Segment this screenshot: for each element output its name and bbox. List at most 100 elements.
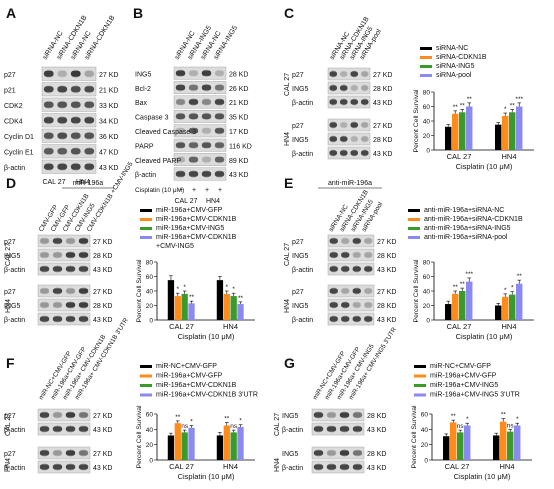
blot-strip [327,81,371,95]
blot-kd-label: 28 KD [377,253,396,260]
legend-label: miR-196a+CMV-GFP [430,373,497,380]
blot-band [352,411,363,419]
band-halo [53,449,62,457]
band-halo [330,315,337,323]
legend-label: miR-196a+CMV-CDKN1B 3'UTR [156,392,258,399]
blot-band [52,449,63,457]
band [65,238,76,244]
blot-row-label: ING5 [292,137,308,144]
y-tick-label: 20 [146,303,154,310]
legend-swatch [140,236,152,239]
blot-band [364,301,373,309]
band [70,101,81,108]
blot-row-label: p27 [292,123,304,130]
blot-band [175,155,186,164]
blot-strip [173,81,227,95]
band [57,163,68,170]
blot-kd-label: 43 KD [377,317,396,324]
blot-band [364,265,373,273]
blot-kd-label: 28 KD [93,303,112,310]
blot-band [352,301,361,309]
panel-F-blot-2: p27 27 KD β-actin 43 KD [4,446,112,474]
significance-label: ** [453,284,459,291]
blot-band [57,69,68,78]
band-halo [58,131,67,140]
band [341,252,350,258]
blot-band [364,251,373,259]
significance-label: * [183,284,186,291]
y-axis-label: Percent Cell Survival [411,405,418,469]
band-halo [58,85,67,94]
band-halo [79,265,88,273]
band [175,171,186,177]
band [65,302,76,308]
band-halo [66,251,75,259]
blot-kd-label: 28 KD [367,451,386,458]
band-halo [58,147,67,156]
blot-band [329,287,338,295]
band-halo [40,301,49,309]
blot-kd-label: 27 KD [99,72,118,79]
blot-band [57,116,68,125]
y-tick-label: 80 [146,260,154,267]
blot-row-label: ING5 [292,303,308,310]
blot-band [339,70,348,78]
band-halo [327,449,336,457]
band-halo [215,155,224,164]
blot-band [201,127,212,135]
band [175,142,186,148]
band [341,238,350,244]
blot-band [52,301,63,309]
band-halo [53,237,62,245]
panel-B-treatment-sign: + [192,187,196,194]
band-halo [342,237,349,245]
blot-band [84,131,95,140]
blot-band [43,116,54,125]
band [360,99,369,105]
band [65,252,76,258]
blot-kd-label: 36 KD [99,134,118,141]
blot-strip [37,284,91,298]
band-halo [361,70,368,78]
blot-strip [311,446,365,460]
band-halo [330,301,337,309]
significance-label: * [226,284,229,291]
blot-band [326,463,337,471]
band-halo [351,84,358,92]
band-halo [85,116,94,125]
blot-band [43,69,54,78]
band [313,426,324,432]
y-tick-label: 0 [149,458,153,465]
band-halo [340,84,347,92]
blot-row-label: p27 [4,289,16,296]
band [339,136,348,142]
legend-swatch [414,374,426,378]
band-halo [327,425,336,433]
band [70,86,81,93]
y-tick-label: 20 [423,133,431,140]
blot-band [39,315,50,323]
band [339,412,350,418]
band [70,132,81,139]
band [201,171,212,177]
significance-label: *** [515,96,523,103]
band-halo [189,155,198,164]
blot-band [52,265,63,273]
blot-band [329,121,338,129]
blot-band [326,425,337,433]
blot-strip [311,460,365,474]
band-halo [365,287,372,295]
blot-band [39,251,50,259]
x-axis-label: Cisplatin (10 μM) [456,332,513,341]
blot-strip [37,234,91,248]
band-halo [71,85,80,94]
blot-band [313,449,324,457]
band-halo [79,449,88,457]
blot-band [350,135,359,143]
blot-row-label: β-actin [4,165,25,172]
band-halo [44,131,53,140]
band [364,302,373,308]
blot-band [339,135,348,143]
band [214,84,225,91]
blot-band [78,425,89,433]
